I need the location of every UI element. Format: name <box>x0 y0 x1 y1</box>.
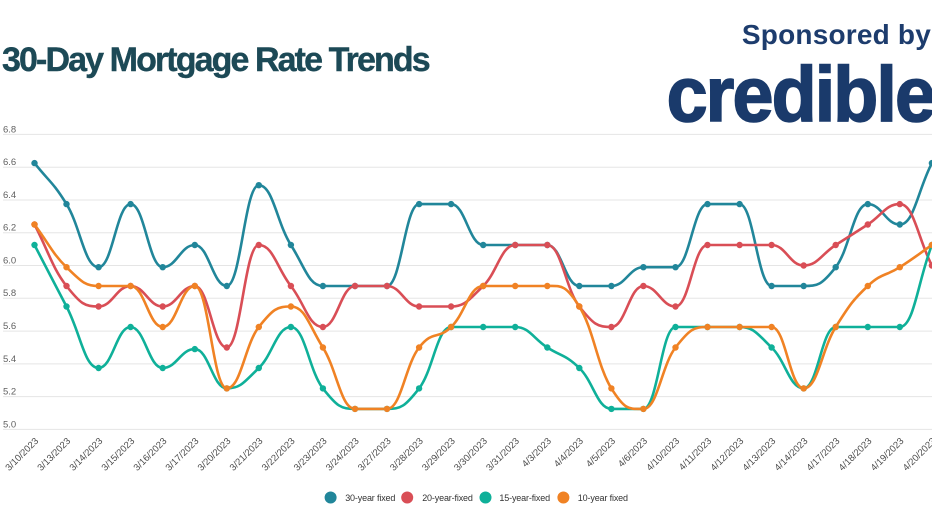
svg-text:3/10/2023: 3/10/2023 <box>3 436 41 474</box>
svg-text:6.4: 6.4 <box>3 190 16 201</box>
svg-text:10-year fixed: 10-year fixed <box>578 493 628 503</box>
svg-text:4/19/2023: 4/19/2023 <box>869 436 907 474</box>
svg-text:4/4/2023: 4/4/2023 <box>552 436 586 470</box>
svg-text:3/31/2023: 3/31/2023 <box>484 436 522 474</box>
svg-text:3/22/2023: 3/22/2023 <box>260 436 298 474</box>
svg-text:4/10/2023: 4/10/2023 <box>644 436 682 474</box>
svg-text:4/12/2023: 4/12/2023 <box>709 436 747 474</box>
svg-text:3/30/2023: 3/30/2023 <box>452 436 490 474</box>
svg-text:3/17/2023: 3/17/2023 <box>164 436 202 474</box>
svg-text:3/21/2023: 3/21/2023 <box>228 436 266 474</box>
svg-text:4/5/2023: 4/5/2023 <box>584 436 618 470</box>
svg-text:3/20/2023: 3/20/2023 <box>196 436 234 474</box>
svg-text:6.0: 6.0 <box>3 255 16 266</box>
svg-text:3/15/2023: 3/15/2023 <box>100 436 138 474</box>
svg-text:3/27/2023: 3/27/2023 <box>356 436 394 474</box>
svg-text:4/13/2023: 4/13/2023 <box>741 436 779 474</box>
svg-text:5.8: 5.8 <box>3 288 16 299</box>
svg-text:3/24/2023: 3/24/2023 <box>324 436 362 474</box>
svg-text:6.8: 6.8 <box>3 124 16 135</box>
svg-text:3/23/2023: 3/23/2023 <box>292 436 330 474</box>
svg-text:3/14/2023: 3/14/2023 <box>68 436 106 474</box>
svg-text:4/3/2023: 4/3/2023 <box>520 436 554 470</box>
svg-text:5.2: 5.2 <box>3 387 16 398</box>
svg-text:5.0: 5.0 <box>3 419 16 430</box>
svg-text:4/18/2023: 4/18/2023 <box>837 436 875 474</box>
svg-text:3/28/2023: 3/28/2023 <box>388 436 426 474</box>
svg-text:15-year-fixed: 15-year-fixed <box>499 493 550 503</box>
svg-text:4/20/2023: 4/20/2023 <box>901 436 932 474</box>
svg-text:4/17/2023: 4/17/2023 <box>805 436 843 474</box>
svg-text:6.6: 6.6 <box>3 157 16 168</box>
svg-text:4/14/2023: 4/14/2023 <box>773 436 811 474</box>
svg-text:30-year fixed: 30-year fixed <box>345 493 395 503</box>
svg-text:6.2: 6.2 <box>3 223 16 234</box>
svg-text:4/11/2023: 4/11/2023 <box>677 436 714 473</box>
svg-text:5.4: 5.4 <box>3 354 16 365</box>
svg-text:5.6: 5.6 <box>3 321 16 332</box>
svg-text:20-year-fixed: 20-year-fixed <box>422 493 473 503</box>
svg-text:3/29/2023: 3/29/2023 <box>420 436 458 474</box>
svg-text:3/13/2023: 3/13/2023 <box>35 436 73 474</box>
svg-text:3/16/2023: 3/16/2023 <box>132 436 170 474</box>
